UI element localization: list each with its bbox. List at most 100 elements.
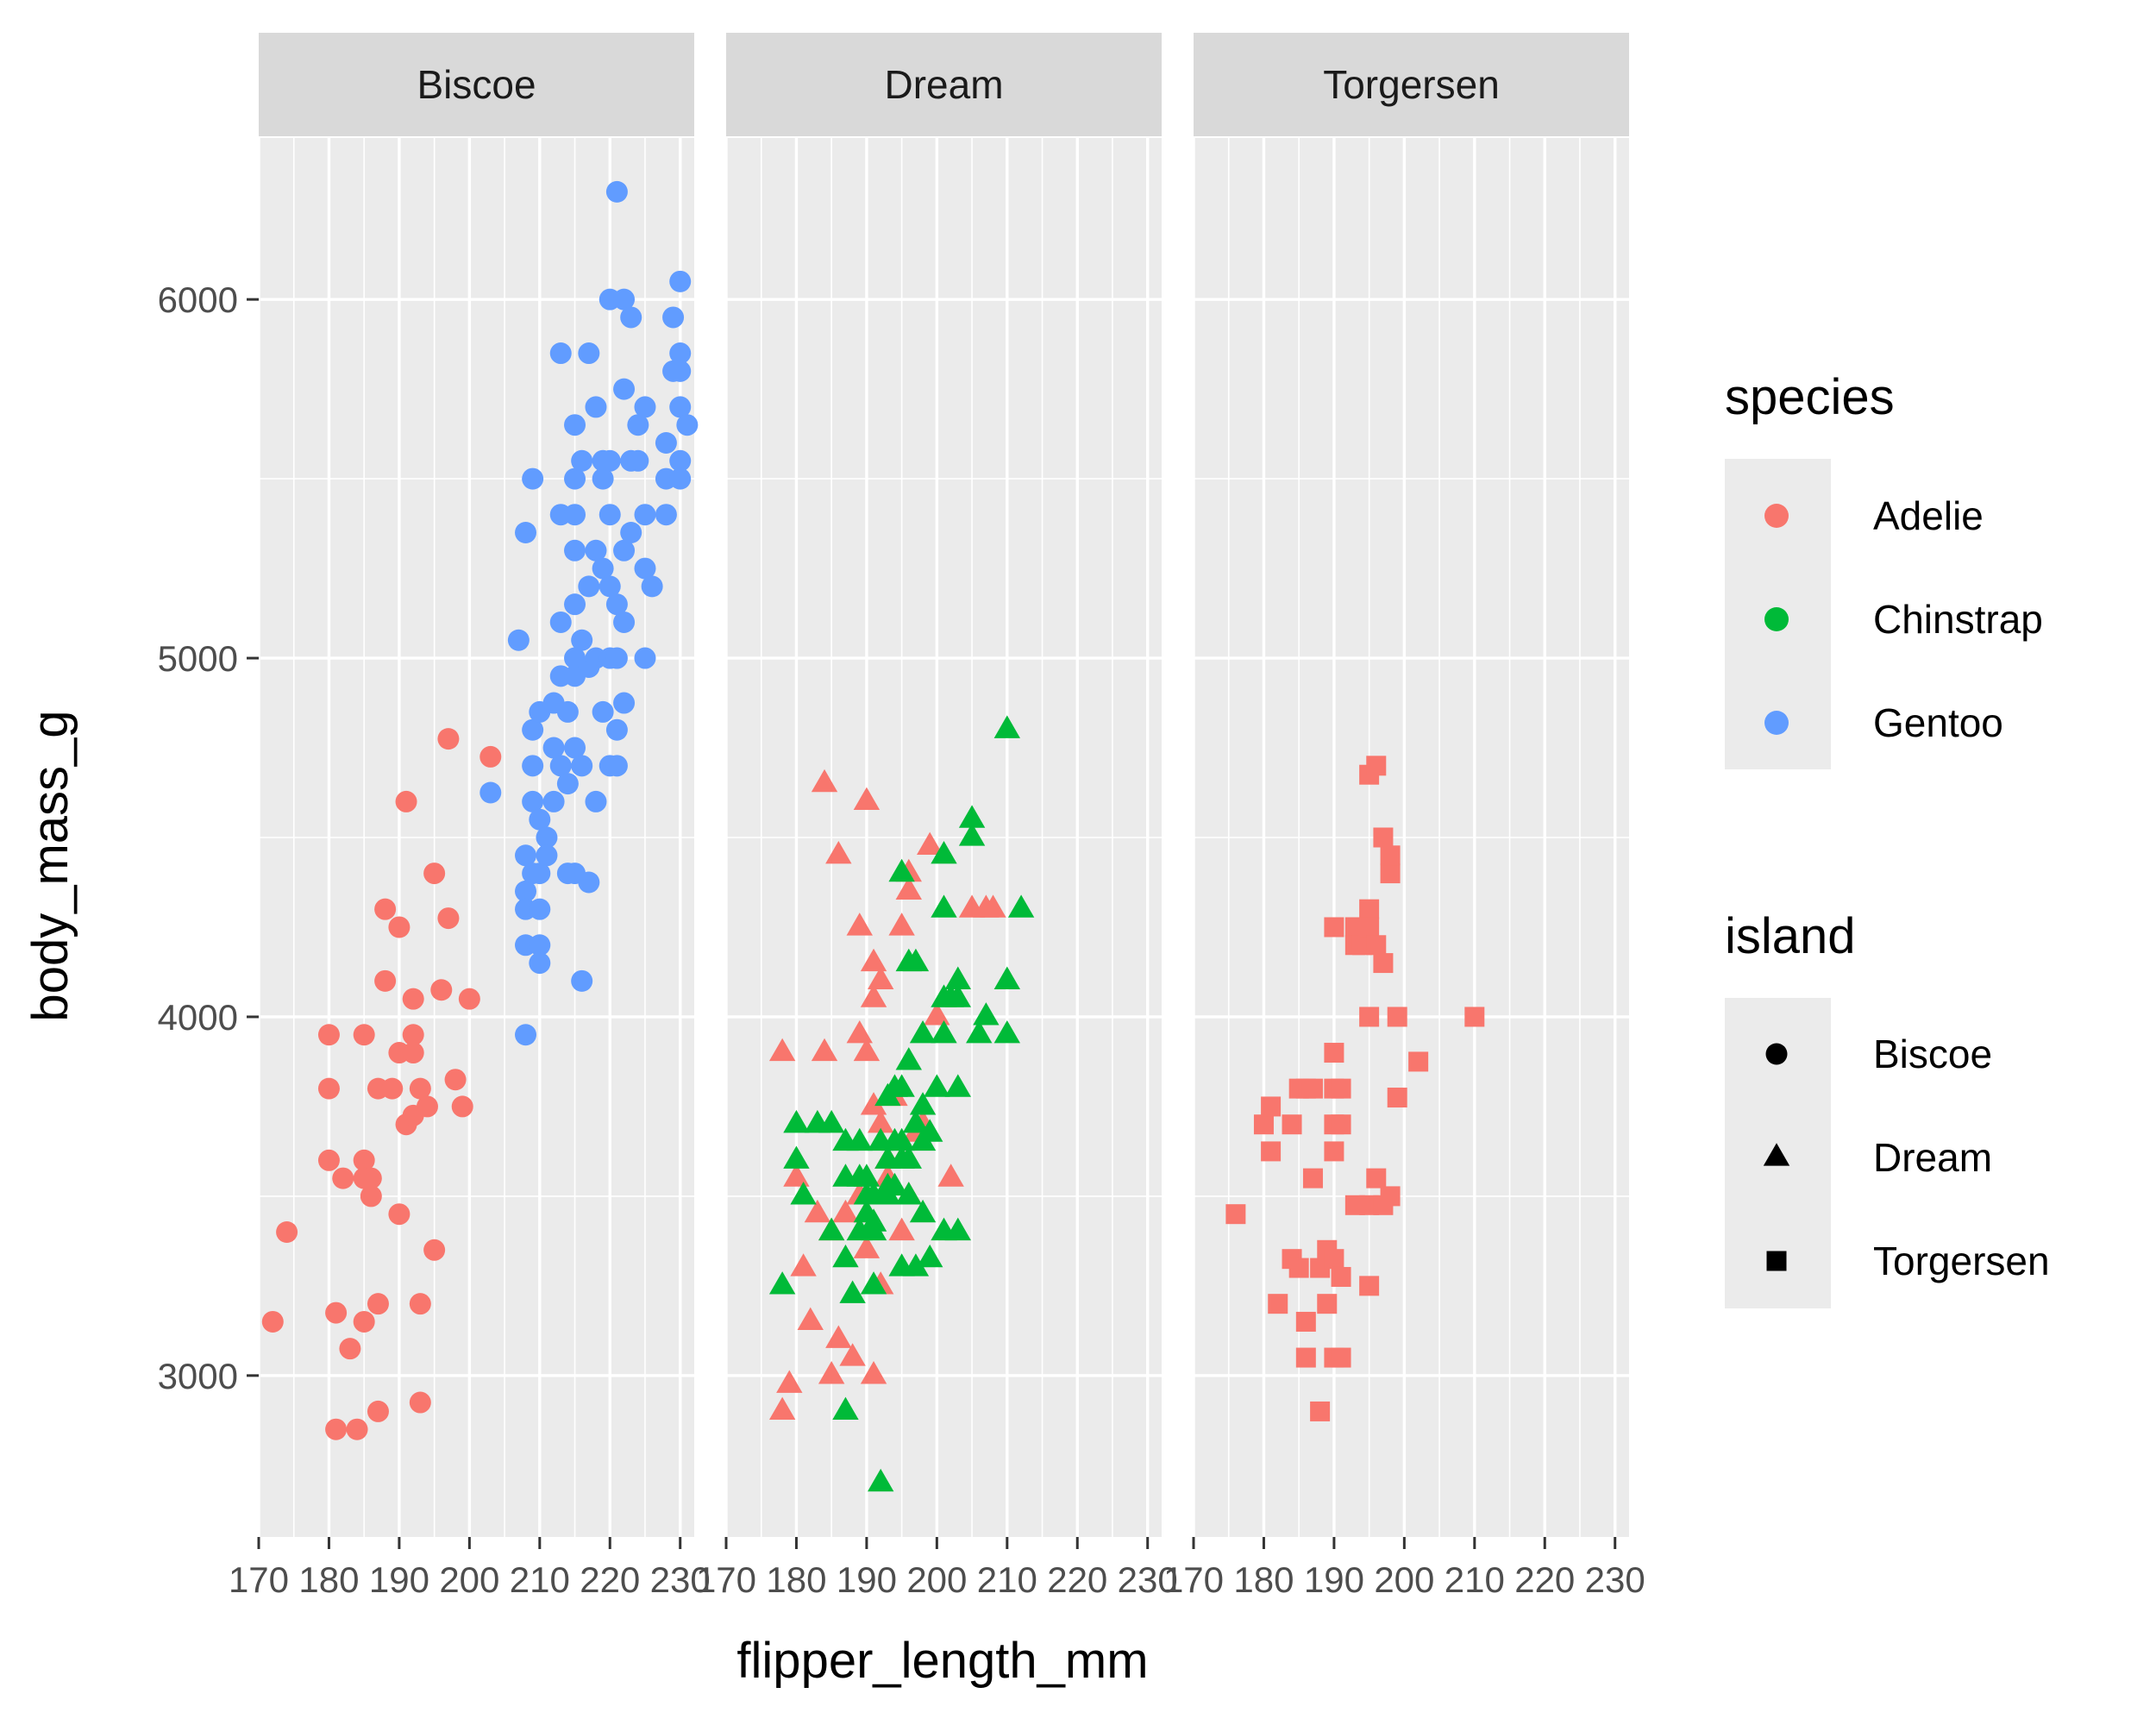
data-point-adelie-dream (867, 1109, 894, 1133)
data-point-chinstrap-dream (944, 1074, 971, 1097)
data-point-adelie-torgersen (1366, 1168, 1387, 1189)
data-point-chinstrap-dream (924, 1074, 950, 1097)
data-point-chinstrap-dream (860, 1217, 887, 1241)
data-point-gentoo-biscoe (479, 781, 502, 804)
y-tick-label: 4000 (158, 997, 238, 1038)
data-point-gentoo-biscoe (522, 467, 544, 490)
data-point-gentoo-biscoe (599, 575, 621, 598)
data-point-adelie-biscoe (360, 1185, 382, 1208)
x-tick-label: 170 (229, 1559, 289, 1600)
x-tick-label: 180 (298, 1559, 359, 1600)
x-tick-label: 200 (906, 1559, 967, 1600)
x-tick-label: 170 (1163, 1559, 1224, 1600)
data-point-adelie-dream (768, 1038, 796, 1062)
data-point-adelie-biscoe (346, 1418, 368, 1440)
x-tick-label: 230 (1118, 1559, 1178, 1600)
data-point-gentoo-biscoe (529, 862, 551, 885)
data-point-chinstrap-dream (958, 823, 986, 846)
data-point-adelie-biscoe (381, 1077, 404, 1100)
data-point-adelie-torgersen (1324, 1043, 1344, 1063)
data-point-gentoo-biscoe (620, 521, 642, 543)
data-point-adelie-dream (924, 1002, 950, 1026)
legend-shape-label-torgersen: Torgersen (1873, 1239, 2050, 1283)
data-point-adelie-dream (846, 1019, 873, 1044)
data-point-adelie-torgersen (1359, 1276, 1380, 1296)
data-point-adelie-biscoe (402, 988, 424, 1010)
data-point-gentoo-biscoe (522, 718, 544, 741)
facet-strip (259, 33, 694, 136)
data-point-adelie-biscoe (367, 1400, 389, 1422)
x-tick-label: 190 (369, 1559, 429, 1600)
data-point-gentoo-biscoe (585, 539, 607, 561)
data-point-adelie-dream (790, 1253, 817, 1276)
data-point-adelie-biscoe (367, 1293, 389, 1315)
data-point-adelie-biscoe (451, 1095, 473, 1118)
data-point-adelie-dream (853, 787, 881, 811)
data-point-adelie-dream (888, 913, 915, 936)
data-point-gentoo-biscoe (605, 647, 628, 669)
data-point-chinstrap-dream (783, 1145, 810, 1169)
data-point-gentoo-biscoe (634, 396, 656, 418)
data-point-gentoo-biscoe (613, 378, 636, 400)
data-point-adelie-dream (860, 984, 887, 1007)
data-point-adelie-torgersen (1331, 1114, 1351, 1135)
data-point-gentoo-biscoe (522, 790, 544, 812)
data-point-gentoo-biscoe (549, 342, 572, 365)
facet-strip-label: Torgersen (1323, 62, 1500, 107)
data-point-adelie-torgersen (1380, 845, 1401, 866)
x-tick-label: 190 (1304, 1559, 1364, 1600)
data-point-gentoo-biscoe (578, 871, 600, 894)
data-point-adelie-biscoe (423, 862, 446, 885)
data-point-adelie-dream (811, 768, 838, 793)
x-tick-label: 210 (510, 1559, 570, 1600)
data-point-adelie-biscoe (458, 988, 480, 1010)
data-point-adelie-biscoe (479, 745, 502, 768)
legend-key-adelie (1764, 504, 1789, 528)
legend: species Adelie Chinstrap Gentoo island Bis… (1725, 369, 2050, 1308)
y-axis: 3000 4000 5000 6000 (158, 279, 259, 1396)
data-point-adelie-biscoe (423, 1239, 446, 1261)
data-point-adelie-torgersen (1302, 1078, 1323, 1099)
data-point-gentoo-biscoe (578, 342, 600, 365)
data-point-adelie-torgersen (1380, 863, 1401, 884)
data-point-chinstrap-dream (895, 1047, 922, 1070)
data-point-adelie-dream (818, 1361, 845, 1384)
data-point-chinstrap-dream (783, 1109, 810, 1133)
data-point-gentoo-biscoe (655, 504, 677, 526)
facet-strip (726, 33, 1162, 136)
data-point-adelie-dream (839, 1343, 866, 1366)
data-point-adelie-torgersen (1288, 1258, 1309, 1278)
data-point-adelie-biscoe (353, 1024, 375, 1046)
data-point-gentoo-biscoe (627, 449, 649, 472)
x-tick-label: 210 (977, 1559, 1037, 1600)
data-point-gentoo-biscoe (571, 969, 593, 992)
data-point-adelie-torgersen (1261, 1141, 1282, 1162)
data-point-adelie-biscoe (416, 1095, 438, 1118)
x-tick-label: 200 (1374, 1559, 1434, 1600)
x-tick-label: 210 (1445, 1559, 1505, 1600)
data-point-gentoo-biscoe (564, 467, 586, 490)
data-point-adelie-dream (860, 1361, 887, 1384)
data-point-gentoo-biscoe (536, 844, 558, 867)
data-point-gentoo-biscoe (605, 718, 628, 741)
data-point-gentoo-biscoe (655, 432, 677, 455)
legend-key-chinstrap (1764, 607, 1789, 631)
data-point-adelie-biscoe (409, 1077, 431, 1100)
data-point-adelie-torgersen (1387, 1007, 1407, 1027)
data-point-adelie-torgersen (1225, 1204, 1246, 1225)
data-point-chinstrap-dream (867, 1468, 894, 1492)
facet-strip-label: Dream (884, 62, 1003, 107)
data-point-gentoo-biscoe (613, 539, 636, 561)
legend-color-items: Adelie Chinstrap Gentoo (1764, 493, 2043, 745)
data-point-adelie-biscoe (339, 1338, 361, 1360)
data-point-adelie-torgersen (1268, 1294, 1288, 1314)
data-point-gentoo-biscoe (592, 557, 614, 580)
data-point-gentoo-biscoe (529, 952, 551, 975)
facet-strip (1194, 33, 1629, 136)
legend-shape-key-biscoe (1765, 1043, 1788, 1065)
data-point-gentoo-biscoe (605, 180, 628, 203)
facet-panels: Biscoe Dream Torgersen (257, 33, 1629, 1537)
data-point-gentoo-biscoe (564, 414, 586, 436)
data-point-gentoo-biscoe (605, 593, 628, 616)
data-point-adelie-biscoe (409, 1293, 431, 1315)
